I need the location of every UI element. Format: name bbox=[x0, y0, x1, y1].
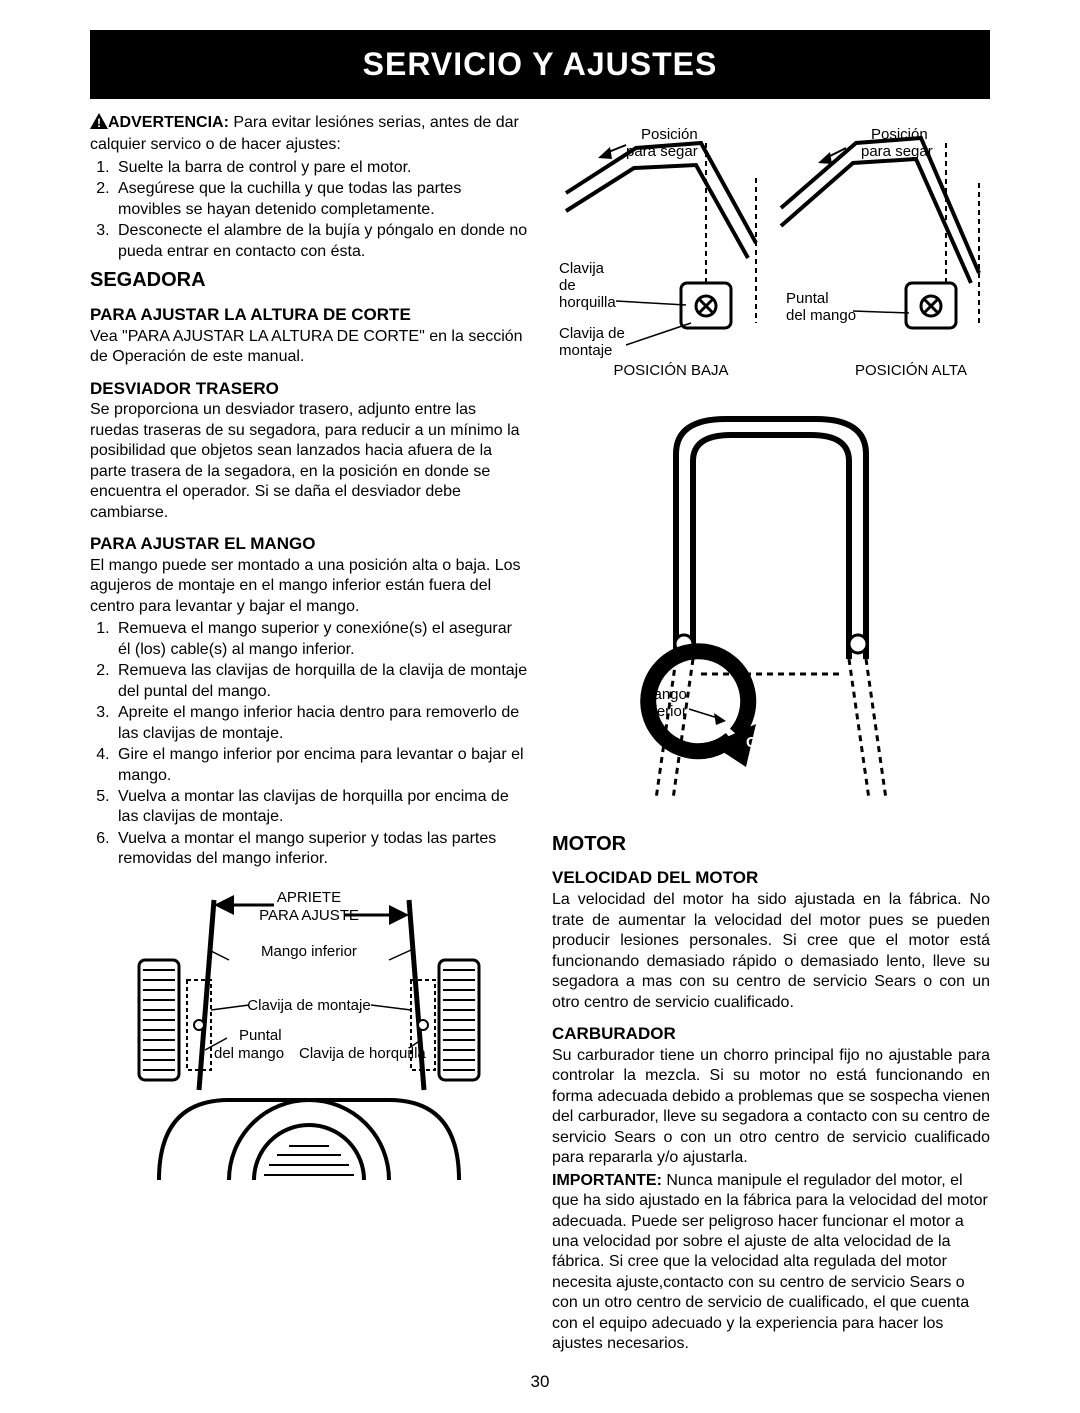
fig1-pos-l1: Posición bbox=[641, 126, 698, 143]
left-column: ! ADVERTENCIA: Para evitar lesiónes seri… bbox=[90, 113, 528, 1357]
mango-step: Vuelva a montar las clavijas de horquill… bbox=[114, 787, 528, 828]
fig1-clavija-1: Clavija bbox=[559, 260, 605, 277]
fig3-para-ajuste: PARA AJUSTE bbox=[259, 907, 359, 924]
carburador-importante: IMPORTANTE: Nunca manipule el regulador … bbox=[552, 1171, 990, 1355]
fig3-puntal-2: del mango bbox=[214, 1045, 284, 1062]
desviador-heading: DESVIADOR TRASERO bbox=[90, 378, 528, 400]
carburador-text2: Nunca manipule el regulador del motor, e… bbox=[552, 1172, 988, 1353]
altura-text: Vea "PARA AJUSTAR LA ALTURA DE CORTE" en… bbox=[90, 327, 528, 368]
fig3-mango-inferior: Mango inferior bbox=[261, 943, 357, 960]
mango-step: Gire el mango inferior por encima para l… bbox=[114, 745, 528, 786]
figure-handle-rotate: GIRAR Mango inferior bbox=[552, 399, 990, 825]
fig3-puntal-1: Puntal bbox=[239, 1027, 282, 1044]
fig3-clavija-montaje: Clavija de montaje bbox=[247, 997, 370, 1014]
figure-mower-top: APRIETE PARA AJUSTE bbox=[90, 880, 528, 1196]
mango-step: Vuelva a montar el mango superior y toda… bbox=[114, 829, 528, 870]
two-column-layout: ! ADVERTENCIA: Para evitar lesiónes seri… bbox=[90, 113, 990, 1357]
desviador-text: Se proporciona un desviador trasero, adj… bbox=[90, 400, 528, 523]
fig1-pos-baja: POSICIÓN BAJA bbox=[613, 362, 728, 379]
warning-step: Asegúrese que la cuchilla y que todas la… bbox=[114, 179, 528, 220]
importante-label: IMPORTANTE: bbox=[552, 1172, 662, 1189]
page-title: SERVICIO Y AJUSTES bbox=[363, 46, 718, 82]
warning-icon: ! bbox=[90, 113, 108, 135]
altura-heading: PARA AJUSTAR LA ALTURA DE CORTE bbox=[90, 304, 528, 326]
carburador-text1: Su carburador tiene un chorro principal … bbox=[552, 1046, 990, 1169]
fig1-puntal-2: del mango bbox=[786, 307, 856, 324]
warning-paragraph: ! ADVERTENCIA: Para evitar lesiónes seri… bbox=[90, 113, 528, 156]
fig1-pos-alta: POSICIÓN ALTA bbox=[855, 362, 967, 379]
mango-step: Remueva las clavijas de horquilla de la … bbox=[114, 661, 528, 702]
fig1-puntal-1: Puntal bbox=[786, 290, 829, 307]
fig1-clavija-3: horquilla bbox=[559, 294, 616, 311]
motor-heading: MOTOR bbox=[552, 832, 990, 858]
mango-step: Remueva el mango superior y conexióne(s)… bbox=[114, 619, 528, 660]
figure-handle-positions: Posición para segar bbox=[552, 123, 990, 389]
mango-step: Apreite el mango inferior hacia dentro p… bbox=[114, 703, 528, 744]
mango-heading: PARA AJUSTAR EL MANGO bbox=[90, 533, 528, 555]
segadora-heading: SEGADORA bbox=[90, 268, 528, 294]
page-number: 30 bbox=[90, 1371, 990, 1393]
fig1-clavija-2: de bbox=[559, 277, 576, 294]
warning-step: Desconecte el alambre de la bujía y pón­… bbox=[114, 221, 528, 262]
svg-text:!: ! bbox=[97, 116, 101, 129]
fig1-pos-r2: para segar bbox=[861, 143, 933, 160]
warning-step: Suelte la barra de control y pare el mot… bbox=[114, 158, 528, 178]
velocidad-text: La velocidad del motor ha sido ajustada … bbox=[552, 890, 990, 1013]
carburador-heading: CARBURADOR bbox=[552, 1023, 990, 1045]
fig2-girar: GIRAR bbox=[746, 734, 795, 751]
velocidad-heading: VELOCIDAD DEL MOTOR bbox=[552, 867, 990, 889]
fig2-mango-2: inferior bbox=[641, 703, 687, 720]
warning-label: ADVERTENCIA: bbox=[108, 114, 229, 131]
fig1-clavija-m2: montaje bbox=[559, 342, 612, 359]
warning-steps-list: Suelte la barra de control y pare el mot… bbox=[90, 158, 528, 262]
fig3-clavija-horquilla: Clavija de horquilla bbox=[299, 1045, 426, 1062]
page-title-bar: SERVICIO Y AJUSTES bbox=[90, 30, 990, 99]
fig3-apriete: APRIETE bbox=[277, 889, 341, 906]
fig1-clavija-m1: Clavija de bbox=[559, 325, 625, 342]
mango-steps-list: Remueva el mango superior y conexióne(s)… bbox=[90, 619, 528, 870]
mango-intro: El mango puede ser montado a una posició… bbox=[90, 556, 528, 617]
fig2-mango-1: Mango bbox=[641, 686, 687, 703]
right-column: Posición para segar bbox=[552, 113, 990, 1357]
